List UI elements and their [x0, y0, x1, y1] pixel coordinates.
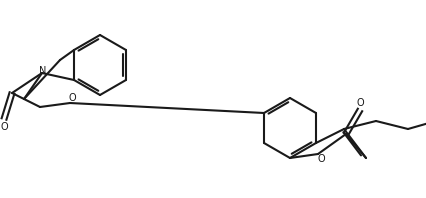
Text: N: N — [39, 66, 47, 76]
Text: O: O — [0, 122, 8, 132]
Text: O: O — [317, 154, 325, 164]
Text: O: O — [68, 93, 76, 103]
Text: O: O — [356, 98, 364, 108]
